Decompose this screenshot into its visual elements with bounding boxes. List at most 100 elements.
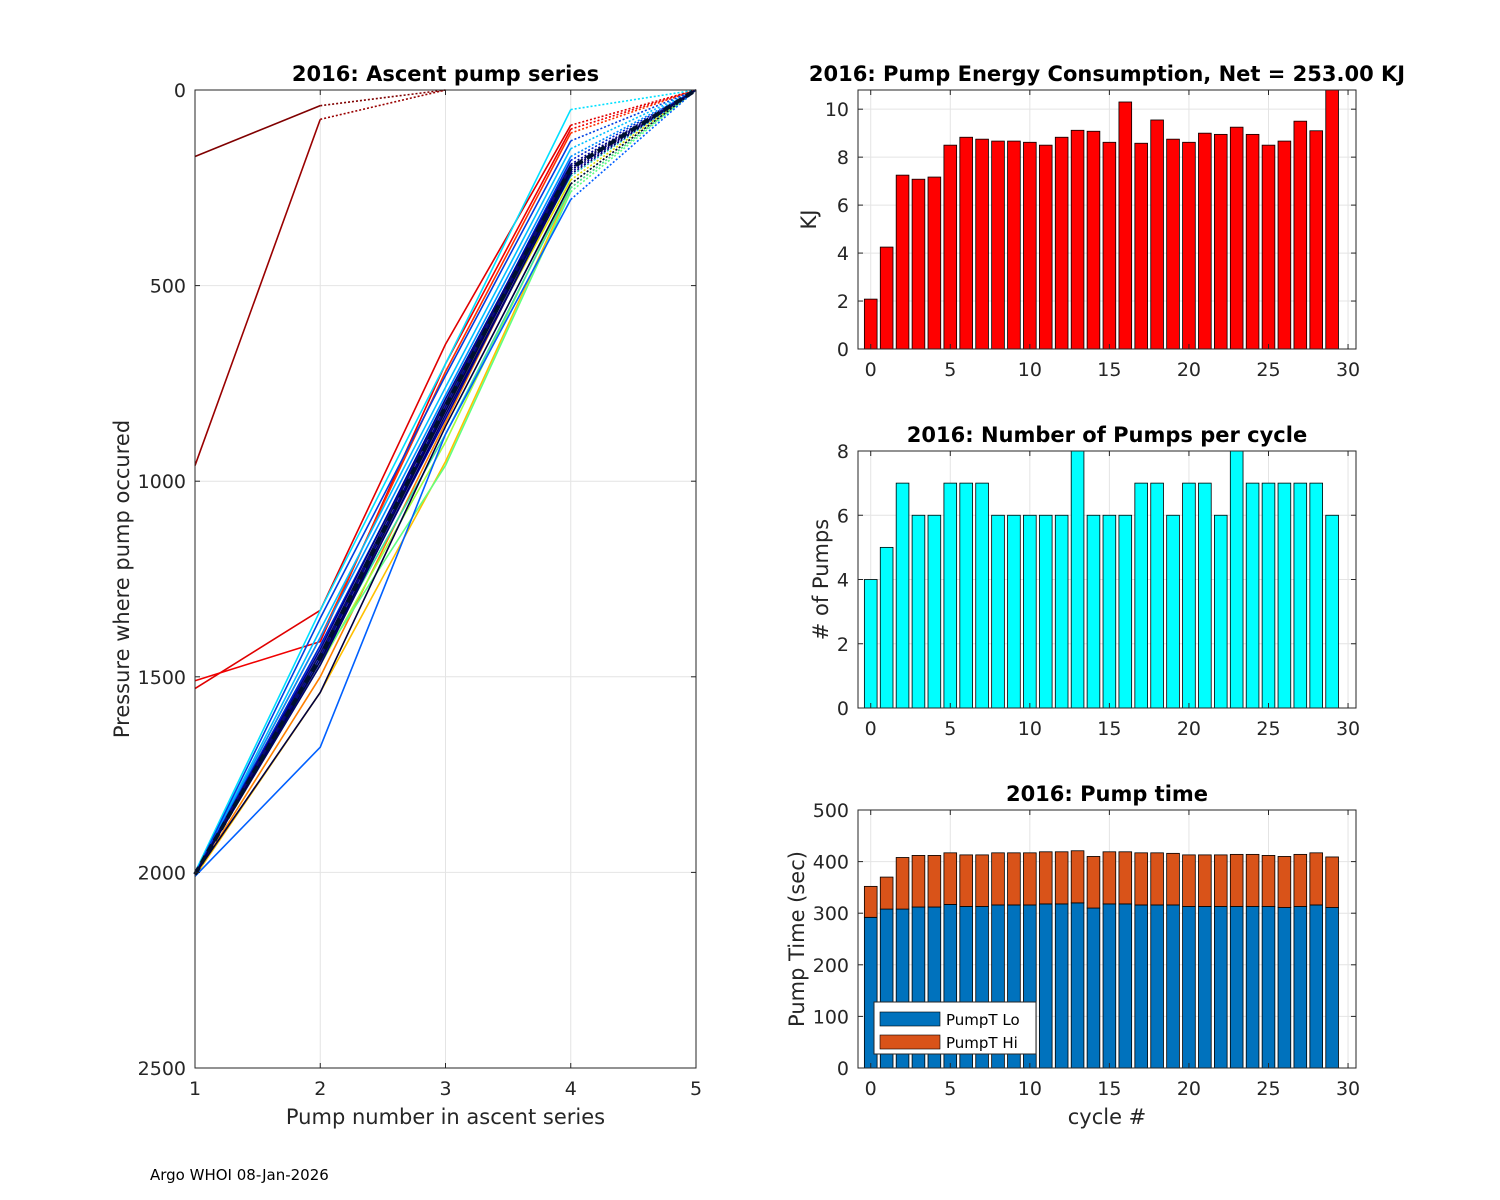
bar <box>927 176 942 350</box>
bar-pumpt-hi <box>1245 853 1260 907</box>
y-tick-label: 0 <box>837 698 849 720</box>
bar <box>1102 141 1117 350</box>
bar-pumpt-hi <box>1325 856 1339 908</box>
bar <box>895 174 910 350</box>
bar <box>1038 144 1053 350</box>
series-line-dotted <box>570 89 697 130</box>
series-line <box>194 148 572 875</box>
bar <box>959 136 973 350</box>
bar-pumpt-hi <box>1198 854 1212 907</box>
bar <box>927 514 942 709</box>
bar <box>1166 514 1180 709</box>
bar-pumpt-hi <box>1166 852 1180 906</box>
series-line-dotted <box>570 89 697 181</box>
chart-title: 2016: Number of Pumps per cycle <box>907 423 1307 447</box>
y-tick-label: 6 <box>837 195 849 217</box>
series-line <box>194 109 572 873</box>
bar <box>1198 132 1212 350</box>
bar-pumpt-lo <box>1293 906 1308 1069</box>
series-line-dotted <box>320 89 446 107</box>
y-tick-label: 1500 <box>138 667 186 689</box>
bar <box>1023 141 1037 350</box>
bar <box>1309 130 1323 350</box>
bar <box>1213 514 1228 709</box>
y-tick-label: 300 <box>813 903 849 925</box>
y-axis-label: KJ <box>797 210 821 230</box>
bar <box>1309 482 1323 709</box>
y-tick-label: 2 <box>837 634 849 656</box>
x-tick-label: 15 <box>1097 718 1121 740</box>
ascent-pump-chart: 1 2 3 4 5 0 500 1000 1500 2000 2500 2016: Ascent pu… <box>110 62 702 1129</box>
x-axis-label: Pump number in ascent series <box>286 1105 605 1129</box>
bar-pumpt-lo <box>1086 907 1101 1069</box>
bar <box>1070 129 1085 350</box>
bar-pumpt-lo <box>1150 904 1164 1069</box>
bar-pumpt-hi <box>1213 854 1228 907</box>
x-tick-label: 20 <box>1177 718 1201 740</box>
bar-pumpt-hi <box>1054 851 1069 905</box>
series-line <box>194 128 572 682</box>
y-tick-label: 1000 <box>138 471 186 493</box>
bar <box>895 482 910 709</box>
x-tick-label: 0 <box>865 718 877 740</box>
y-tick-label: 2000 <box>138 862 186 884</box>
bar-pumpt-hi <box>1293 853 1308 907</box>
bar-pumpt-hi <box>1261 855 1276 907</box>
bar <box>1118 514 1133 709</box>
y-tick-label: 8 <box>837 147 849 169</box>
bar-pumpt-hi <box>863 885 878 918</box>
x-tick-label: 5 <box>944 1078 956 1100</box>
y-tick-label: 100 <box>813 1006 849 1028</box>
y-tick-label: 0 <box>174 80 186 102</box>
series-line-dotted <box>570 89 697 111</box>
bar-pumpt-hi <box>1007 852 1021 906</box>
chart-title: 2016: Pump time <box>1006 782 1208 806</box>
y-tick-label: 8 <box>837 441 849 463</box>
bar <box>911 514 926 709</box>
x-tick-label: 10 <box>1018 1078 1042 1100</box>
bar <box>1325 89 1339 350</box>
bar-pumpt-hi <box>1038 851 1053 905</box>
bar-pumpt-lo <box>1134 904 1148 1069</box>
x-tick-label: 0 <box>865 359 877 381</box>
series-line <box>194 104 321 158</box>
series-line-dotted <box>570 89 697 175</box>
x-tick-label: 4 <box>565 1078 577 1100</box>
bar <box>991 514 1005 709</box>
bar <box>1166 138 1180 350</box>
axes-frame <box>857 809 1357 1069</box>
x-tick-label: 30 <box>1336 359 1360 381</box>
bar <box>1293 120 1308 350</box>
x-axis-label: cycle # <box>1068 1105 1147 1129</box>
y-axis-label: Pump Time (sec) <box>785 851 809 1027</box>
bar-pumpt-hi <box>895 857 910 910</box>
y-tick-label: 500 <box>150 276 186 298</box>
bar <box>879 546 894 709</box>
bar-pumpt-lo <box>1213 906 1228 1069</box>
bar <box>1007 514 1021 709</box>
bar-pumpt-lo <box>1166 904 1180 1069</box>
x-tick-label: 1 <box>189 1078 201 1100</box>
series-line-dotted <box>570 89 697 189</box>
y-tick-label: 500 <box>813 800 849 822</box>
bar <box>1261 144 1276 350</box>
bar <box>1277 482 1292 709</box>
series-line <box>194 156 572 875</box>
bar-pumpt-hi <box>943 852 958 905</box>
x-tick-label: 3 <box>439 1078 451 1100</box>
bar-pumpt-hi <box>1150 852 1164 906</box>
bar-pumpt-lo <box>1245 906 1260 1069</box>
y-tick-label: 10 <box>825 99 849 121</box>
series-line-dotted <box>570 89 697 177</box>
bar <box>1134 482 1148 709</box>
legend-label: PumpT Lo <box>946 1011 1020 1029</box>
x-tick-label: 5 <box>944 718 956 740</box>
bar <box>879 246 894 350</box>
bar <box>959 482 973 709</box>
bar-pumpt-lo <box>1261 906 1276 1069</box>
bar-pumpt-hi <box>991 852 1005 906</box>
bar <box>1213 133 1228 350</box>
bar-pumpt-hi <box>975 854 989 907</box>
bar <box>1054 514 1069 709</box>
x-tick-label: 30 <box>1336 1078 1360 1100</box>
